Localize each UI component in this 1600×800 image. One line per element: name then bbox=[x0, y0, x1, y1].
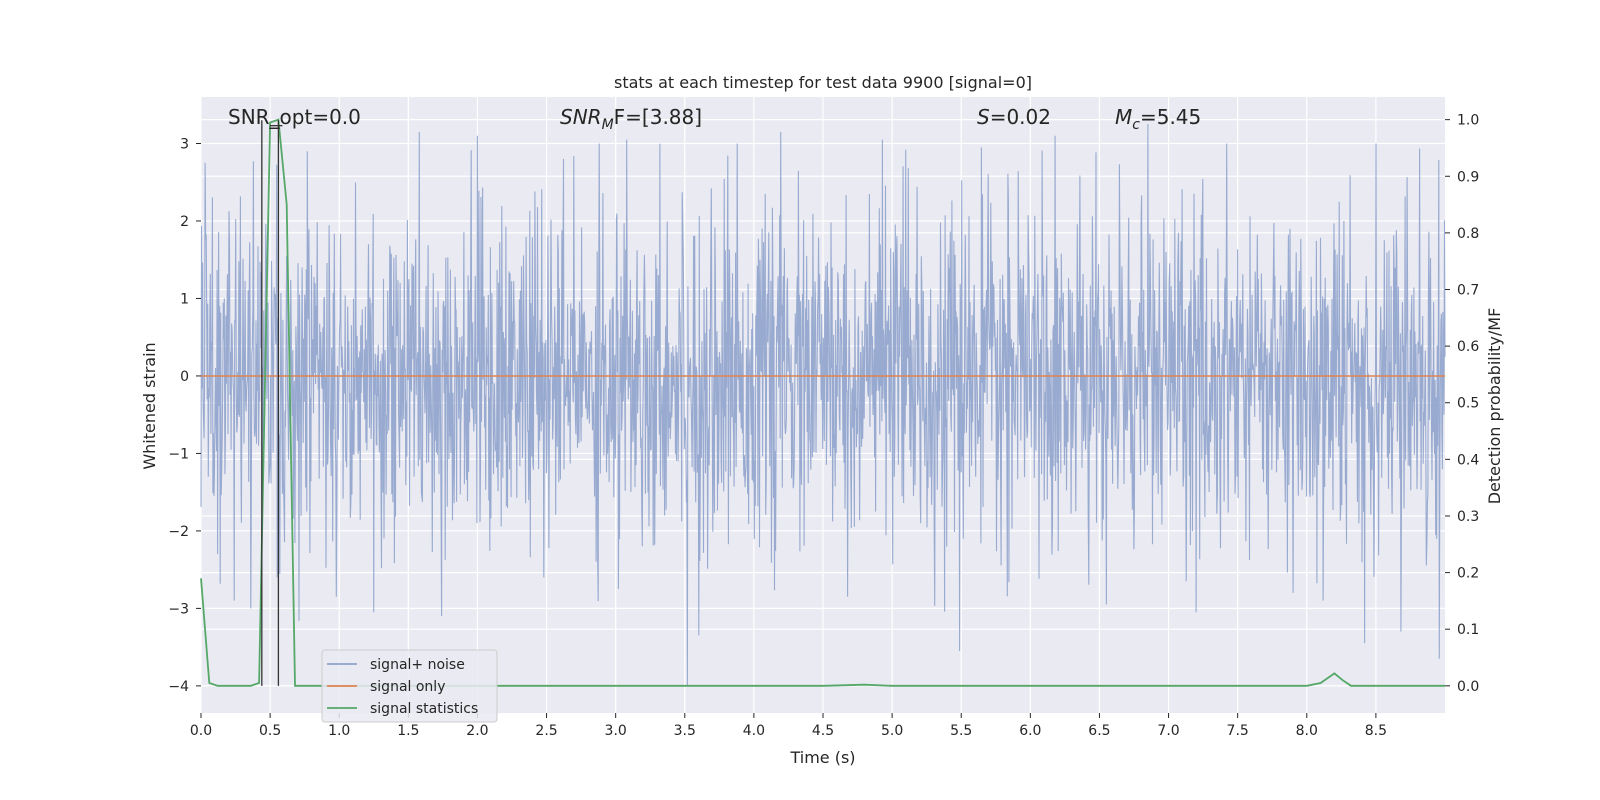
y-right-tick-label-7: 0.3 bbox=[1457, 509, 1479, 525]
y-right-tick-label-4: 0.6 bbox=[1457, 339, 1479, 355]
x-tick-label-6: 3.0 bbox=[605, 723, 627, 739]
snr-mf-prefix: SNR bbox=[560, 105, 602, 129]
x-tick-label-13: 6.5 bbox=[1088, 723, 1110, 739]
x-tick-label-1: 0.5 bbox=[259, 723, 281, 739]
y-right-tick-label-3: 0.7 bbox=[1457, 283, 1479, 299]
snr-mf-sub: M bbox=[602, 117, 614, 133]
x-tick-label-2: 1.0 bbox=[328, 723, 350, 739]
y-axis-label: Whitened strain bbox=[140, 342, 159, 469]
y-tick-label-0: 3 bbox=[180, 136, 189, 152]
y-right-axis-ticks: 1.0 0.9 0.8 0.7 0.6 0.5 0.4 0.3 0.2 0.1 0.0 bbox=[1445, 113, 1479, 695]
y-right-tick-label-10: 0.0 bbox=[1457, 679, 1479, 695]
y-right-tick-label-8: 0.2 bbox=[1457, 566, 1479, 582]
x-tick-label-0: 0.0 bbox=[190, 723, 212, 739]
y-right-tick-label-9: 0.1 bbox=[1457, 622, 1479, 638]
mc-suffix: =5.45 bbox=[1140, 105, 1201, 129]
y-tick-label-4: −1 bbox=[168, 446, 189, 462]
x-tick-label-16: 8.0 bbox=[1296, 723, 1318, 739]
chart-title: stats at each timestep for test data 990… bbox=[614, 73, 1032, 92]
x-tick-label-4: 2.0 bbox=[466, 723, 488, 739]
annotation-mc: Mc=5.45 bbox=[1115, 105, 1201, 133]
legend: signal+ noise signal only signal statist… bbox=[321, 649, 498, 723]
x-tick-label-14: 7.0 bbox=[1157, 723, 1179, 739]
x-tick-label-7: 3.5 bbox=[674, 723, 696, 739]
legend-label-signal-only: signal only bbox=[370, 679, 445, 695]
annotation-snr-mf: SNRMF=[3.88] bbox=[560, 105, 702, 133]
x-axis-label: Time (s) bbox=[789, 748, 855, 767]
y-right-tick-label-6: 0.4 bbox=[1457, 452, 1479, 468]
x-tick-label-5: 2.5 bbox=[535, 723, 557, 739]
annotation-snr-opt: SNR_opt=0.0 bbox=[228, 105, 361, 129]
noise-line bbox=[200, 124, 1446, 686]
x-tick-label-3: 1.5 bbox=[397, 723, 419, 739]
mc-prefix: M bbox=[1115, 105, 1132, 129]
series-signal-noise bbox=[200, 124, 1446, 686]
x-tick-label-9: 4.5 bbox=[812, 723, 834, 739]
y-tick-label-3: 0 bbox=[180, 369, 189, 385]
s-prefix: S bbox=[977, 105, 990, 129]
y-tick-label-2: 1 bbox=[180, 291, 189, 307]
x-tick-label-8: 4.0 bbox=[743, 723, 765, 739]
y-tick-label-7: −4 bbox=[168, 679, 189, 695]
snr-mf-suffix: F=[3.88] bbox=[614, 105, 702, 129]
x-tick-label-12: 6.0 bbox=[1019, 723, 1041, 739]
x-tick-label-15: 7.5 bbox=[1227, 723, 1249, 739]
legend-label-signal-noise: signal+ noise bbox=[370, 657, 465, 673]
y-right-tick-label-5: 0.5 bbox=[1457, 396, 1479, 412]
legend-label-signal-statistics: signal statistics bbox=[370, 701, 478, 717]
y-right-axis-label: Detection probability/MF bbox=[1485, 308, 1504, 505]
annotation-s: S=0.02 bbox=[977, 105, 1051, 129]
y-axis-ticks: 3 2 1 0 −1 −2 −3 −4 bbox=[168, 136, 201, 695]
y-right-tick-label-1: 0.9 bbox=[1457, 169, 1479, 185]
x-tick-label-11: 5.5 bbox=[950, 723, 972, 739]
mc-sub: c bbox=[1132, 117, 1140, 133]
y-right-tick-label-2: 0.8 bbox=[1457, 226, 1479, 242]
y-tick-label-6: −3 bbox=[168, 601, 189, 617]
y-tick-label-5: −2 bbox=[168, 524, 189, 540]
y-tick-label-1: 2 bbox=[180, 214, 189, 230]
y-right-tick-label-0: 1.0 bbox=[1457, 113, 1479, 129]
vertical-markers bbox=[261, 120, 283, 686]
s-suffix: =0.02 bbox=[990, 105, 1051, 129]
x-axis-ticks: 0.0 0.5 1.0 1.5 2.0 2.5 3.0 3.5 4.0 4.5 5.0 5.5 6.0 6… bbox=[190, 713, 1387, 739]
x-tick-label-17: 8.5 bbox=[1365, 723, 1387, 739]
legend-box bbox=[321, 649, 498, 723]
x-tick-label-10: 5.0 bbox=[881, 723, 903, 739]
